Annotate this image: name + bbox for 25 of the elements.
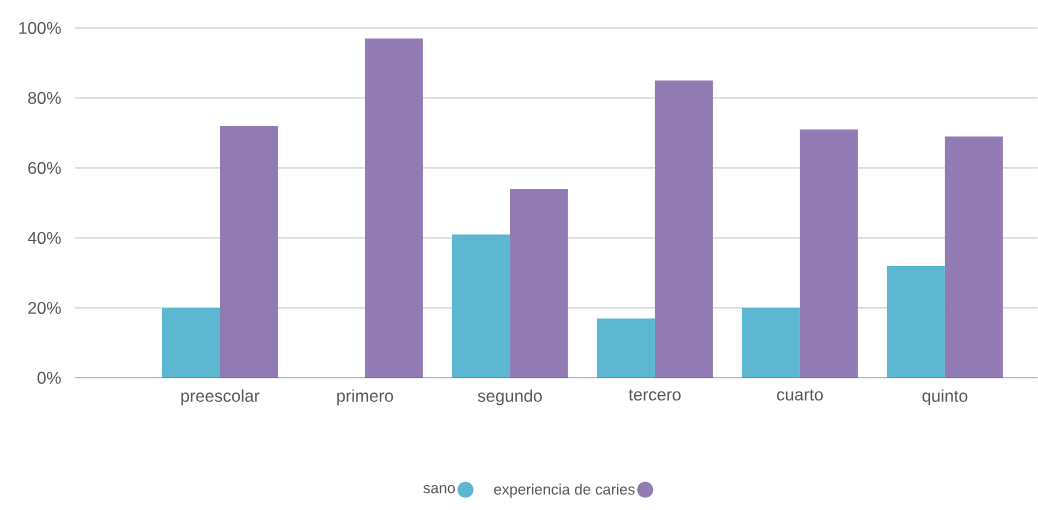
bar (364, 38, 423, 378)
y-tick-label: 60% (28, 162, 61, 175)
y-tick-label: 20% (28, 301, 61, 314)
y-tick-label: 100% (19, 22, 61, 35)
bar (451, 234, 510, 378)
y-tick-label: 80% (28, 92, 61, 105)
bar (596, 318, 655, 378)
x-tick-label: tercero (628, 389, 681, 401)
bar (509, 189, 568, 378)
x-tick-label: segundo (477, 389, 542, 406)
x-tick-label: primero (337, 389, 394, 406)
bar (161, 307, 220, 378)
bar (886, 265, 945, 378)
bar (799, 129, 858, 378)
bar (219, 126, 278, 378)
x-tick-label: cuarto (777, 389, 823, 401)
legend-label: experiencia de caries (494, 483, 635, 498)
bar (654, 80, 713, 378)
y-tick-label: 0% (37, 371, 61, 384)
y-tick-label: 40% (27, 231, 61, 245)
bar (944, 136, 1003, 378)
x-tick-label: quinto (922, 389, 968, 406)
legend-label: sano (423, 485, 455, 494)
x-tick-label: preescolar (181, 389, 260, 406)
bar (741, 307, 800, 378)
